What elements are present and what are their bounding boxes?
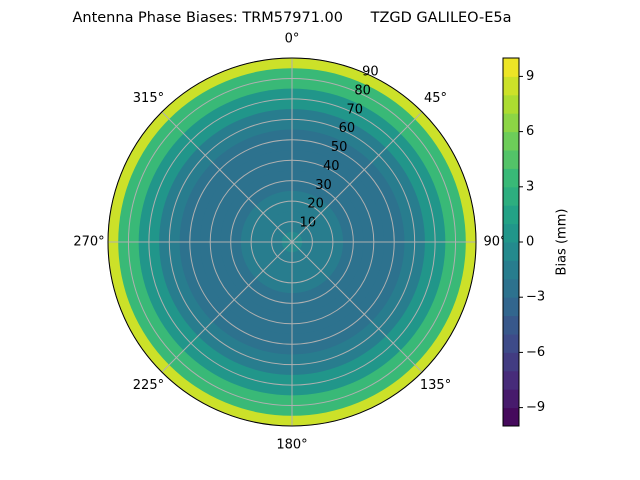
theta-tick-label: 315° xyxy=(133,91,164,106)
r-tick-label: 20 xyxy=(307,197,324,212)
colorbar-band xyxy=(503,58,519,77)
theta-tick-label: 180° xyxy=(276,438,307,453)
r-tick-label: 30 xyxy=(315,178,332,193)
theta-tick-label: 270° xyxy=(73,235,104,250)
colorbar-band xyxy=(503,315,519,335)
colorbar-band xyxy=(503,278,519,298)
colorbar-band xyxy=(503,297,519,317)
colorbar-band xyxy=(503,168,519,188)
colorbar-band xyxy=(503,131,519,151)
theta-tick-label: 135° xyxy=(420,378,451,393)
grid-spoke xyxy=(161,111,293,243)
r-tick-label: 90 xyxy=(362,65,379,80)
colorbar-tick-label: 0 xyxy=(526,235,534,250)
colorbar-band xyxy=(503,260,519,280)
theta-tick-label: 0° xyxy=(285,32,300,47)
colorbar-band xyxy=(503,76,519,96)
colorbar-label: Bias (mm) xyxy=(555,209,570,276)
r-tick-label: 40 xyxy=(323,159,340,174)
theta-tick-label: 90° xyxy=(483,235,506,250)
colorbar-band xyxy=(503,113,519,133)
polar-frame xyxy=(107,57,477,427)
grid-spoke xyxy=(291,111,423,243)
r-tick-label: 50 xyxy=(331,140,348,155)
colorbar-band xyxy=(503,242,519,261)
colorbar-band xyxy=(503,186,519,206)
theta-tick-label: 225° xyxy=(133,378,164,393)
colorbar-band xyxy=(503,407,519,427)
colorbar-band xyxy=(503,205,519,225)
colorbar-band xyxy=(503,334,519,353)
colorbar-band xyxy=(503,223,519,243)
chart-title: Antenna Phase Biases: TRM57971.00 TZGD G… xyxy=(72,10,511,26)
colorbar-tick-label: 9 xyxy=(526,69,534,84)
theta-tick-label: 45° xyxy=(424,91,447,106)
grid-spoke xyxy=(291,241,423,373)
colorbar-tick-label: −9 xyxy=(526,400,545,415)
colorbar-band xyxy=(503,352,519,372)
colorbar-tick-label: −3 xyxy=(526,290,545,305)
colorbar-tick-label: 6 xyxy=(526,124,534,139)
colorbar-band xyxy=(503,389,519,409)
r-tick-label: 70 xyxy=(346,102,363,117)
colorbar-tick-label: 3 xyxy=(526,179,534,194)
r-tick-label: 80 xyxy=(354,83,371,98)
colorbar-band xyxy=(503,370,519,390)
colorbar-band xyxy=(503,150,519,169)
r-tick-label: 60 xyxy=(339,121,356,136)
colorbar-band xyxy=(503,94,519,114)
grid-spoke xyxy=(161,241,293,373)
colorbar-tick-label: −6 xyxy=(526,345,545,360)
r-tick-label: 10 xyxy=(300,216,317,231)
